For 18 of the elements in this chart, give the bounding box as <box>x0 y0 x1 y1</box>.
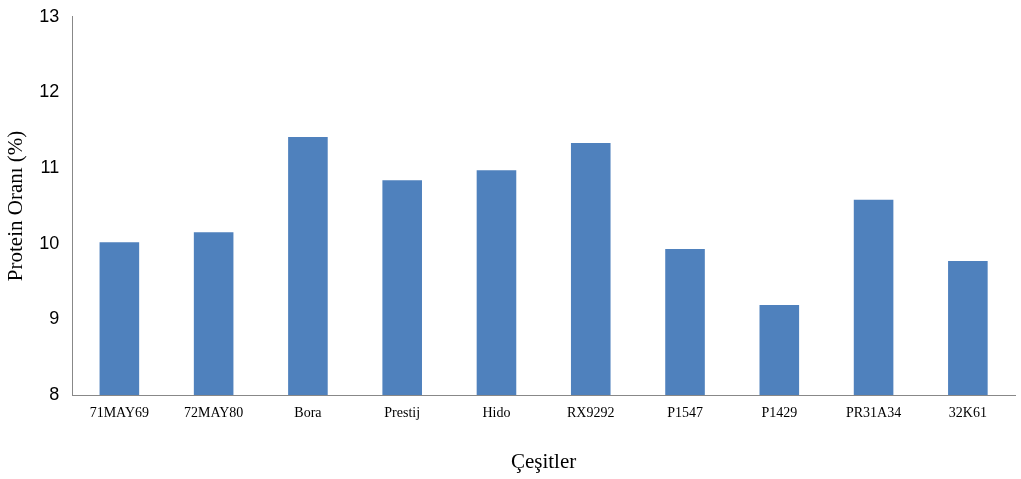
x-tick-label: Hido <box>482 405 511 421</box>
y-tick-label: 10 <box>39 232 60 253</box>
y-tick-label: 8 <box>49 383 60 404</box>
y-tick-label: 11 <box>40 157 60 178</box>
x-tick-label: Bora <box>294 405 323 421</box>
x-tick-label: Prestij <box>384 405 421 421</box>
y-tick-label: 12 <box>39 81 60 102</box>
x-tick-label: PR31A34 <box>845 405 902 421</box>
x-tick-label: 71MAY69 <box>89 405 150 421</box>
x-tick-label: P1429 <box>761 405 798 421</box>
x-tick-label: RX9292 <box>567 405 615 421</box>
y-tick-label: 9 <box>49 308 60 329</box>
x-tick-label: P1547 <box>667 405 703 421</box>
y-axis-title: Protein Oranı (%) <box>3 130 28 282</box>
x-tick-label: 32K61 <box>948 405 987 421</box>
x-axis-title: Çeşitler <box>510 448 577 473</box>
x-tick-label: 72MAY80 <box>183 405 244 421</box>
y-tick-label: 13 <box>39 5 60 26</box>
